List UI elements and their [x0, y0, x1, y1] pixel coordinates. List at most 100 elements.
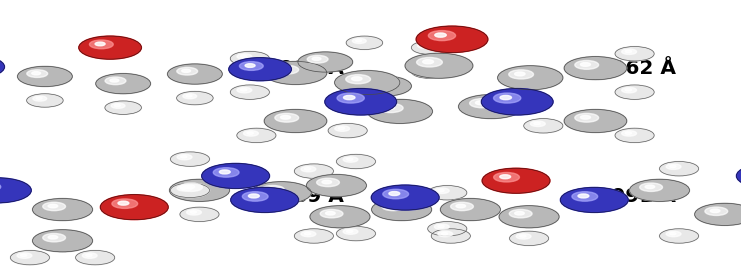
Circle shape [18, 66, 73, 87]
Circle shape [170, 179, 230, 201]
Circle shape [335, 70, 400, 94]
Circle shape [185, 185, 195, 189]
Circle shape [105, 77, 126, 85]
Circle shape [230, 85, 270, 99]
Circle shape [0, 55, 4, 78]
Circle shape [622, 87, 637, 93]
Circle shape [181, 156, 187, 158]
Circle shape [100, 195, 168, 220]
Circle shape [187, 210, 202, 215]
Circle shape [275, 113, 299, 122]
Circle shape [494, 173, 519, 182]
Circle shape [476, 101, 486, 105]
Circle shape [356, 105, 362, 106]
Circle shape [422, 60, 433, 64]
Circle shape [202, 164, 270, 188]
Circle shape [183, 94, 196, 99]
Circle shape [405, 53, 473, 78]
Circle shape [48, 236, 58, 239]
Circle shape [32, 72, 41, 75]
Circle shape [560, 188, 628, 212]
Circle shape [247, 132, 253, 134]
Circle shape [482, 88, 553, 115]
Circle shape [695, 203, 741, 225]
Text: 2.962 Å: 2.962 Å [590, 58, 676, 78]
Circle shape [510, 231, 548, 246]
Circle shape [347, 230, 353, 232]
Circle shape [509, 70, 534, 79]
Circle shape [388, 204, 397, 208]
Circle shape [622, 49, 637, 54]
Circle shape [339, 127, 345, 129]
Circle shape [182, 69, 190, 72]
Circle shape [499, 175, 511, 179]
Circle shape [112, 199, 138, 208]
Circle shape [219, 170, 230, 174]
Circle shape [111, 103, 125, 108]
Circle shape [438, 231, 453, 237]
Circle shape [630, 179, 689, 201]
Circle shape [305, 233, 310, 235]
Circle shape [308, 55, 328, 63]
Circle shape [239, 62, 263, 70]
Circle shape [353, 103, 366, 108]
Circle shape [711, 209, 720, 213]
Circle shape [615, 85, 654, 99]
Circle shape [237, 54, 252, 59]
Circle shape [337, 93, 365, 103]
Circle shape [531, 121, 545, 126]
Circle shape [625, 132, 631, 134]
Circle shape [509, 209, 532, 218]
Circle shape [351, 77, 362, 81]
Circle shape [416, 26, 488, 52]
Circle shape [438, 189, 444, 192]
Circle shape [580, 115, 591, 119]
Circle shape [625, 89, 631, 91]
Circle shape [110, 79, 119, 82]
Circle shape [27, 70, 47, 78]
Circle shape [645, 185, 655, 189]
Circle shape [262, 185, 285, 194]
Circle shape [516, 234, 531, 239]
Circle shape [335, 126, 350, 131]
Circle shape [82, 253, 97, 258]
Circle shape [659, 229, 699, 243]
Circle shape [346, 101, 382, 114]
Circle shape [370, 81, 379, 84]
Circle shape [242, 192, 268, 201]
Circle shape [459, 94, 524, 118]
Circle shape [229, 58, 291, 81]
Circle shape [343, 157, 358, 162]
Circle shape [431, 229, 471, 243]
Circle shape [383, 189, 408, 199]
Circle shape [534, 122, 540, 125]
Circle shape [265, 61, 327, 84]
Circle shape [0, 178, 31, 203]
Circle shape [114, 105, 120, 106]
Circle shape [356, 76, 411, 96]
Circle shape [416, 58, 442, 67]
Circle shape [564, 57, 627, 80]
Circle shape [301, 166, 316, 172]
Circle shape [515, 212, 525, 215]
Circle shape [428, 31, 456, 41]
Circle shape [500, 96, 511, 100]
Circle shape [336, 226, 376, 241]
Circle shape [578, 194, 589, 198]
Circle shape [524, 118, 563, 133]
Circle shape [418, 43, 431, 48]
Circle shape [322, 180, 332, 184]
Circle shape [33, 230, 93, 252]
Circle shape [90, 40, 113, 49]
Circle shape [346, 75, 370, 84]
Circle shape [167, 64, 222, 84]
Circle shape [305, 168, 310, 170]
Circle shape [347, 158, 353, 160]
Circle shape [494, 93, 521, 103]
Circle shape [615, 46, 654, 61]
Circle shape [245, 64, 255, 67]
Circle shape [177, 154, 192, 160]
Circle shape [301, 231, 316, 237]
Circle shape [389, 192, 399, 195]
Circle shape [411, 41, 448, 54]
